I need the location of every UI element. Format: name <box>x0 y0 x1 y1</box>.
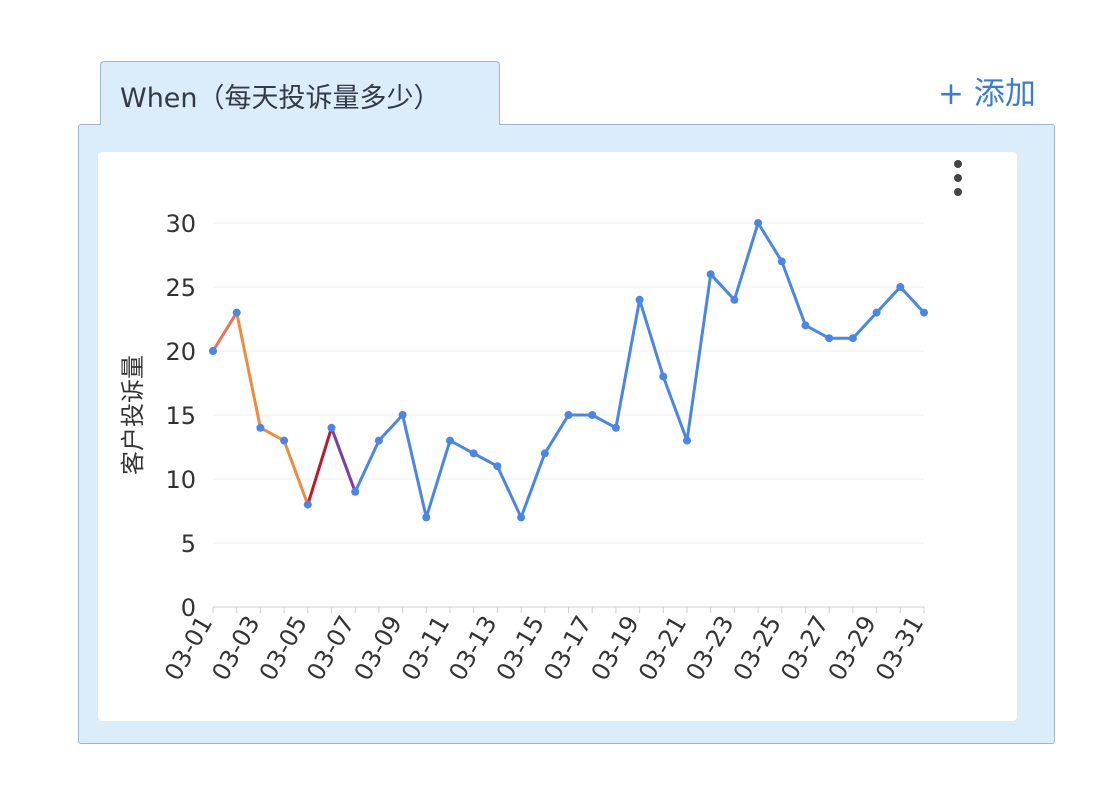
y-tick-label: 20 <box>165 338 196 366</box>
series-line-segment <box>780 259 807 327</box>
y-tick-label: 10 <box>165 466 196 494</box>
data-point <box>280 436 289 445</box>
series-line-segment <box>330 426 357 494</box>
series-line-segment <box>282 439 310 507</box>
data-point <box>896 283 905 291</box>
y-tick-label: 0 <box>181 594 196 622</box>
series-line-segment <box>235 311 262 430</box>
series-line-segment <box>875 285 902 315</box>
y-tick-label: 15 <box>165 402 196 430</box>
series-line-segment <box>756 221 784 263</box>
data-point <box>232 308 241 317</box>
series-line-segment <box>211 311 239 353</box>
series-line-segment <box>898 285 926 315</box>
x-tick-label: 03-11 <box>396 611 455 685</box>
data-point <box>683 436 691 445</box>
y-tick-label: 25 <box>165 274 196 302</box>
tab-label: When（每天投诉量多少） <box>120 83 441 114</box>
series-line-segment <box>353 439 381 494</box>
x-tick-label: 03-13 <box>443 611 502 685</box>
data-point <box>635 295 644 304</box>
x-tick-label: 03-25 <box>728 611 787 685</box>
series-line-segment <box>258 426 286 443</box>
x-tick-label: 03-29 <box>823 611 882 685</box>
data-point <box>611 423 620 432</box>
y-tick-label: 5 <box>181 530 196 558</box>
x-tick-label: 03-03 <box>206 611 265 685</box>
x-tick-label: 03-17 <box>538 611 597 685</box>
data-point <box>303 500 312 509</box>
x-tick-label: 03-05 <box>254 611 313 685</box>
x-tick-label: 03-15 <box>491 611 550 685</box>
data-point <box>517 513 526 522</box>
x-tick-label: 03-09 <box>349 611 408 685</box>
series-line-segment <box>614 298 642 430</box>
data-point <box>801 321 810 330</box>
data-point <box>398 411 407 419</box>
x-tick-label: 03-27 <box>775 611 834 685</box>
data-point <box>327 423 336 432</box>
data-point <box>920 308 928 317</box>
data-point <box>730 295 739 304</box>
series-line-segment <box>495 464 523 519</box>
x-tick-label: 03-01 <box>159 611 218 685</box>
series-line-segment <box>448 439 476 455</box>
series-line-segment <box>685 272 713 443</box>
data-point <box>659 372 668 381</box>
series-line-segment <box>472 451 499 468</box>
series-line-segment <box>424 439 452 519</box>
series-line-segment <box>377 413 405 443</box>
chart-tab[interactable]: When（每天投诉量多少） <box>100 61 500 125</box>
x-tick-label: 03-21 <box>633 611 692 685</box>
data-point <box>446 436 454 445</box>
series-line-segment <box>851 311 879 340</box>
y-axis-label: 客户投诉量 <box>119 355 147 475</box>
series-line-segment <box>804 323 831 340</box>
data-point <box>825 334 834 343</box>
data-point <box>493 462 502 471</box>
series-line-segment <box>732 221 760 302</box>
data-point <box>564 411 573 419</box>
series-line-segment <box>543 413 570 455</box>
tab-join <box>101 121 499 127</box>
series-line-segment <box>306 426 333 507</box>
data-point <box>706 270 715 279</box>
x-tick-label: 03-31 <box>870 611 929 685</box>
x-tick-label: 03-23 <box>680 611 739 685</box>
data-point <box>209 347 217 355</box>
data-point <box>777 257 786 266</box>
x-tick-label: 03-19 <box>586 611 645 685</box>
series-line-segment <box>638 298 665 379</box>
data-point <box>422 513 431 522</box>
data-point <box>540 449 549 458</box>
data-point <box>469 449 478 458</box>
chart-card <box>98 152 1017 721</box>
data-point <box>754 219 763 227</box>
y-tick-label: 30 <box>165 210 196 238</box>
series-line-segment <box>661 375 689 443</box>
series-line-segment <box>519 451 547 519</box>
series-line-segment <box>401 413 428 519</box>
add-button[interactable]: + 添加 <box>938 76 1036 112</box>
data-point <box>848 334 857 343</box>
data-point <box>374 436 383 445</box>
series-line-segment <box>590 413 618 430</box>
data-point <box>256 423 265 432</box>
series-line-segment <box>709 272 736 302</box>
data-point <box>351 487 360 496</box>
more-vertical-icon[interactable] <box>950 158 966 198</box>
data-point <box>588 411 597 419</box>
data-point <box>872 308 881 317</box>
x-tick-label: 03-07 <box>301 611 360 685</box>
